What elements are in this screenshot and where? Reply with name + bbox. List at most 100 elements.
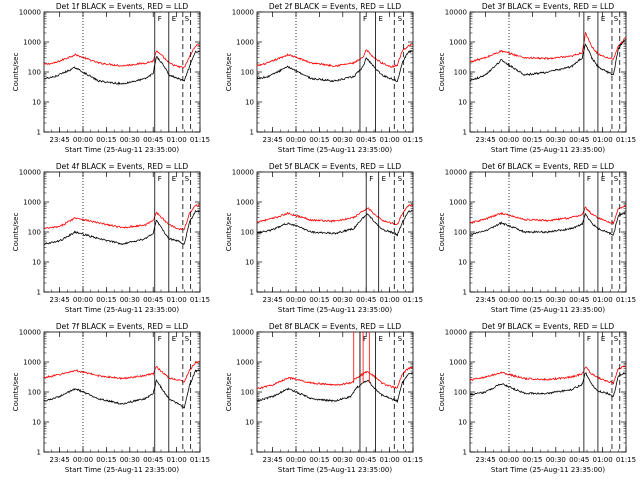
y-tick-label: 1 xyxy=(463,449,467,457)
y-tick-label: 1000 xyxy=(23,199,41,207)
y-tick-label: 100 xyxy=(454,229,467,237)
y-tick-label: 1000 xyxy=(449,359,467,367)
chart-title: Det 9f BLACK = Events, RED = LLD xyxy=(482,322,615,331)
events-series-line xyxy=(44,50,200,86)
x-tick-label: 01:00 xyxy=(380,296,400,304)
x-tick-label: 01:15 xyxy=(190,456,210,464)
detector-chart-2: Det 2f BLACK = Events, RED = LLD 1 10 100 10… xyxy=(225,2,423,154)
y-tick-label: 10 xyxy=(245,99,254,107)
x-tick-label: 01:15 xyxy=(403,136,423,144)
y-tick-label: 1000 xyxy=(236,39,254,47)
y-tick-label: 1 xyxy=(463,289,467,297)
detector-chart-9: Det 9f BLACK = Events, RED = LLD 1 10 100 10… xyxy=(438,322,636,474)
x-tick-label: 23:45 xyxy=(476,456,496,464)
x-tick-label: 23:45 xyxy=(263,456,283,464)
region-label: S xyxy=(398,175,403,183)
plot-frame xyxy=(256,171,414,293)
x-tick-label: 23:45 xyxy=(50,136,70,144)
y-axis-label: Counts/sec xyxy=(12,373,20,412)
region-label: E xyxy=(601,335,605,343)
y-tick-label: 10000 xyxy=(445,329,467,337)
y-tick-label: 1000 xyxy=(449,199,467,207)
x-tick-label: 00:15 xyxy=(309,456,329,464)
region-label: E xyxy=(601,15,605,23)
y-tick-label: 100 xyxy=(241,389,254,397)
x-axis-label: Start Time (25-Aug-11 23:35:00) xyxy=(65,466,179,474)
region-label: E xyxy=(379,335,383,343)
x-axis-label: Start Time (25-Aug-11 23:35:00) xyxy=(278,466,392,474)
y-tick-label: 1 xyxy=(250,449,254,457)
events-series-line xyxy=(257,209,413,237)
detector-chart-8: Det 8f BLACK = Events, RED = LLD 1 10 100 10… xyxy=(225,322,423,474)
y-tick-label: 1 xyxy=(37,289,41,297)
region-label: S xyxy=(185,335,190,343)
x-tick-label: 00:45 xyxy=(143,296,163,304)
y-tick-label: 100 xyxy=(454,389,467,397)
x-tick-label: 01:00 xyxy=(593,136,613,144)
x-tick-label: 00:45 xyxy=(356,296,376,304)
x-tick-label: 00:45 xyxy=(356,136,376,144)
x-tick-label: 00:00 xyxy=(286,136,306,144)
y-tick-label: 10000 xyxy=(232,329,254,337)
x-tick-label: 00:45 xyxy=(569,136,589,144)
y-tick-label: 10 xyxy=(458,259,467,267)
y-tick-label: 1 xyxy=(463,129,467,137)
x-axis-label: Start Time (25-Aug-11 23:35:00) xyxy=(278,146,392,154)
chart-title: Det 4f BLACK = Events, RED = LLD xyxy=(56,162,189,171)
x-tick-label: 00:00 xyxy=(286,456,306,464)
x-tick-label: 00:15 xyxy=(309,136,329,144)
chart-title: Det 2f BLACK = Events, RED = LLD xyxy=(269,2,402,11)
chart-title: Det 8f BLACK = Events, RED = LLD xyxy=(269,322,402,331)
y-tick-label: 10000 xyxy=(445,9,467,17)
events-series-line xyxy=(43,209,200,246)
x-tick-label: 00:45 xyxy=(569,456,589,464)
x-tick-label: 00:00 xyxy=(73,456,93,464)
detector-chart-5: Det 5f BLACK = Events, RED = LLD 1 10 100 10… xyxy=(225,162,423,314)
x-tick-label: 23:45 xyxy=(50,296,70,304)
y-tick-label: 10 xyxy=(32,99,41,107)
x-tick-label: 00:45 xyxy=(143,136,163,144)
chart-title: Det 6f BLACK = Events, RED = LLD xyxy=(482,162,615,171)
y-tick-label: 10000 xyxy=(19,9,41,17)
lld-series-line xyxy=(256,366,413,390)
x-tick-label: 01:15 xyxy=(190,296,210,304)
y-axis-label: Counts/sec xyxy=(225,373,233,412)
region-label: S xyxy=(614,175,619,183)
region-label: F xyxy=(158,175,162,183)
region-label: E xyxy=(172,335,176,343)
events-series-line xyxy=(470,211,626,236)
x-tick-label: 00:15 xyxy=(309,296,329,304)
y-tick-label: 1000 xyxy=(23,359,41,367)
events-series-line xyxy=(469,39,626,82)
y-tick-label: 1 xyxy=(250,129,254,137)
x-tick-label: 01:00 xyxy=(593,296,613,304)
x-tick-label: 23:45 xyxy=(263,296,283,304)
x-tick-label: 00:30 xyxy=(333,296,353,304)
x-tick-label: 01:15 xyxy=(403,456,423,464)
chart-title: Det 5f BLACK = Events, RED = LLD xyxy=(269,162,402,171)
y-tick-label: 1000 xyxy=(236,199,254,207)
x-tick-label: 00:15 xyxy=(522,136,542,144)
y-tick-label: 1000 xyxy=(449,39,467,47)
x-axis-label: Start Time (25-Aug-11 23:35:00) xyxy=(278,306,392,314)
region-label: E xyxy=(172,175,176,183)
y-tick-label: 10 xyxy=(32,419,41,427)
y-tick-label: 1000 xyxy=(236,359,254,367)
detector-chart-4: Det 4f BLACK = Events, RED = LLD 1 10 100 10… xyxy=(12,162,210,314)
y-tick-label: 1000 xyxy=(23,39,41,47)
region-label: S xyxy=(398,15,403,23)
events-series-line xyxy=(44,369,200,409)
plot-frame xyxy=(43,171,201,293)
chart-title: Det 3f BLACK = Events, RED = LLD xyxy=(482,2,615,11)
x-tick-label: 00:30 xyxy=(546,136,566,144)
chart-title: Det 1f BLACK = Events, RED = LLD xyxy=(56,2,189,11)
lld-series-line xyxy=(44,360,200,383)
y-tick-label: 100 xyxy=(28,69,41,77)
x-tick-label: 00:00 xyxy=(499,456,519,464)
x-tick-label: 01:00 xyxy=(593,456,613,464)
lld-series-line xyxy=(469,365,626,385)
events-series-line xyxy=(256,49,413,83)
y-tick-label: 10000 xyxy=(445,169,467,177)
y-tick-label: 10000 xyxy=(19,169,41,177)
